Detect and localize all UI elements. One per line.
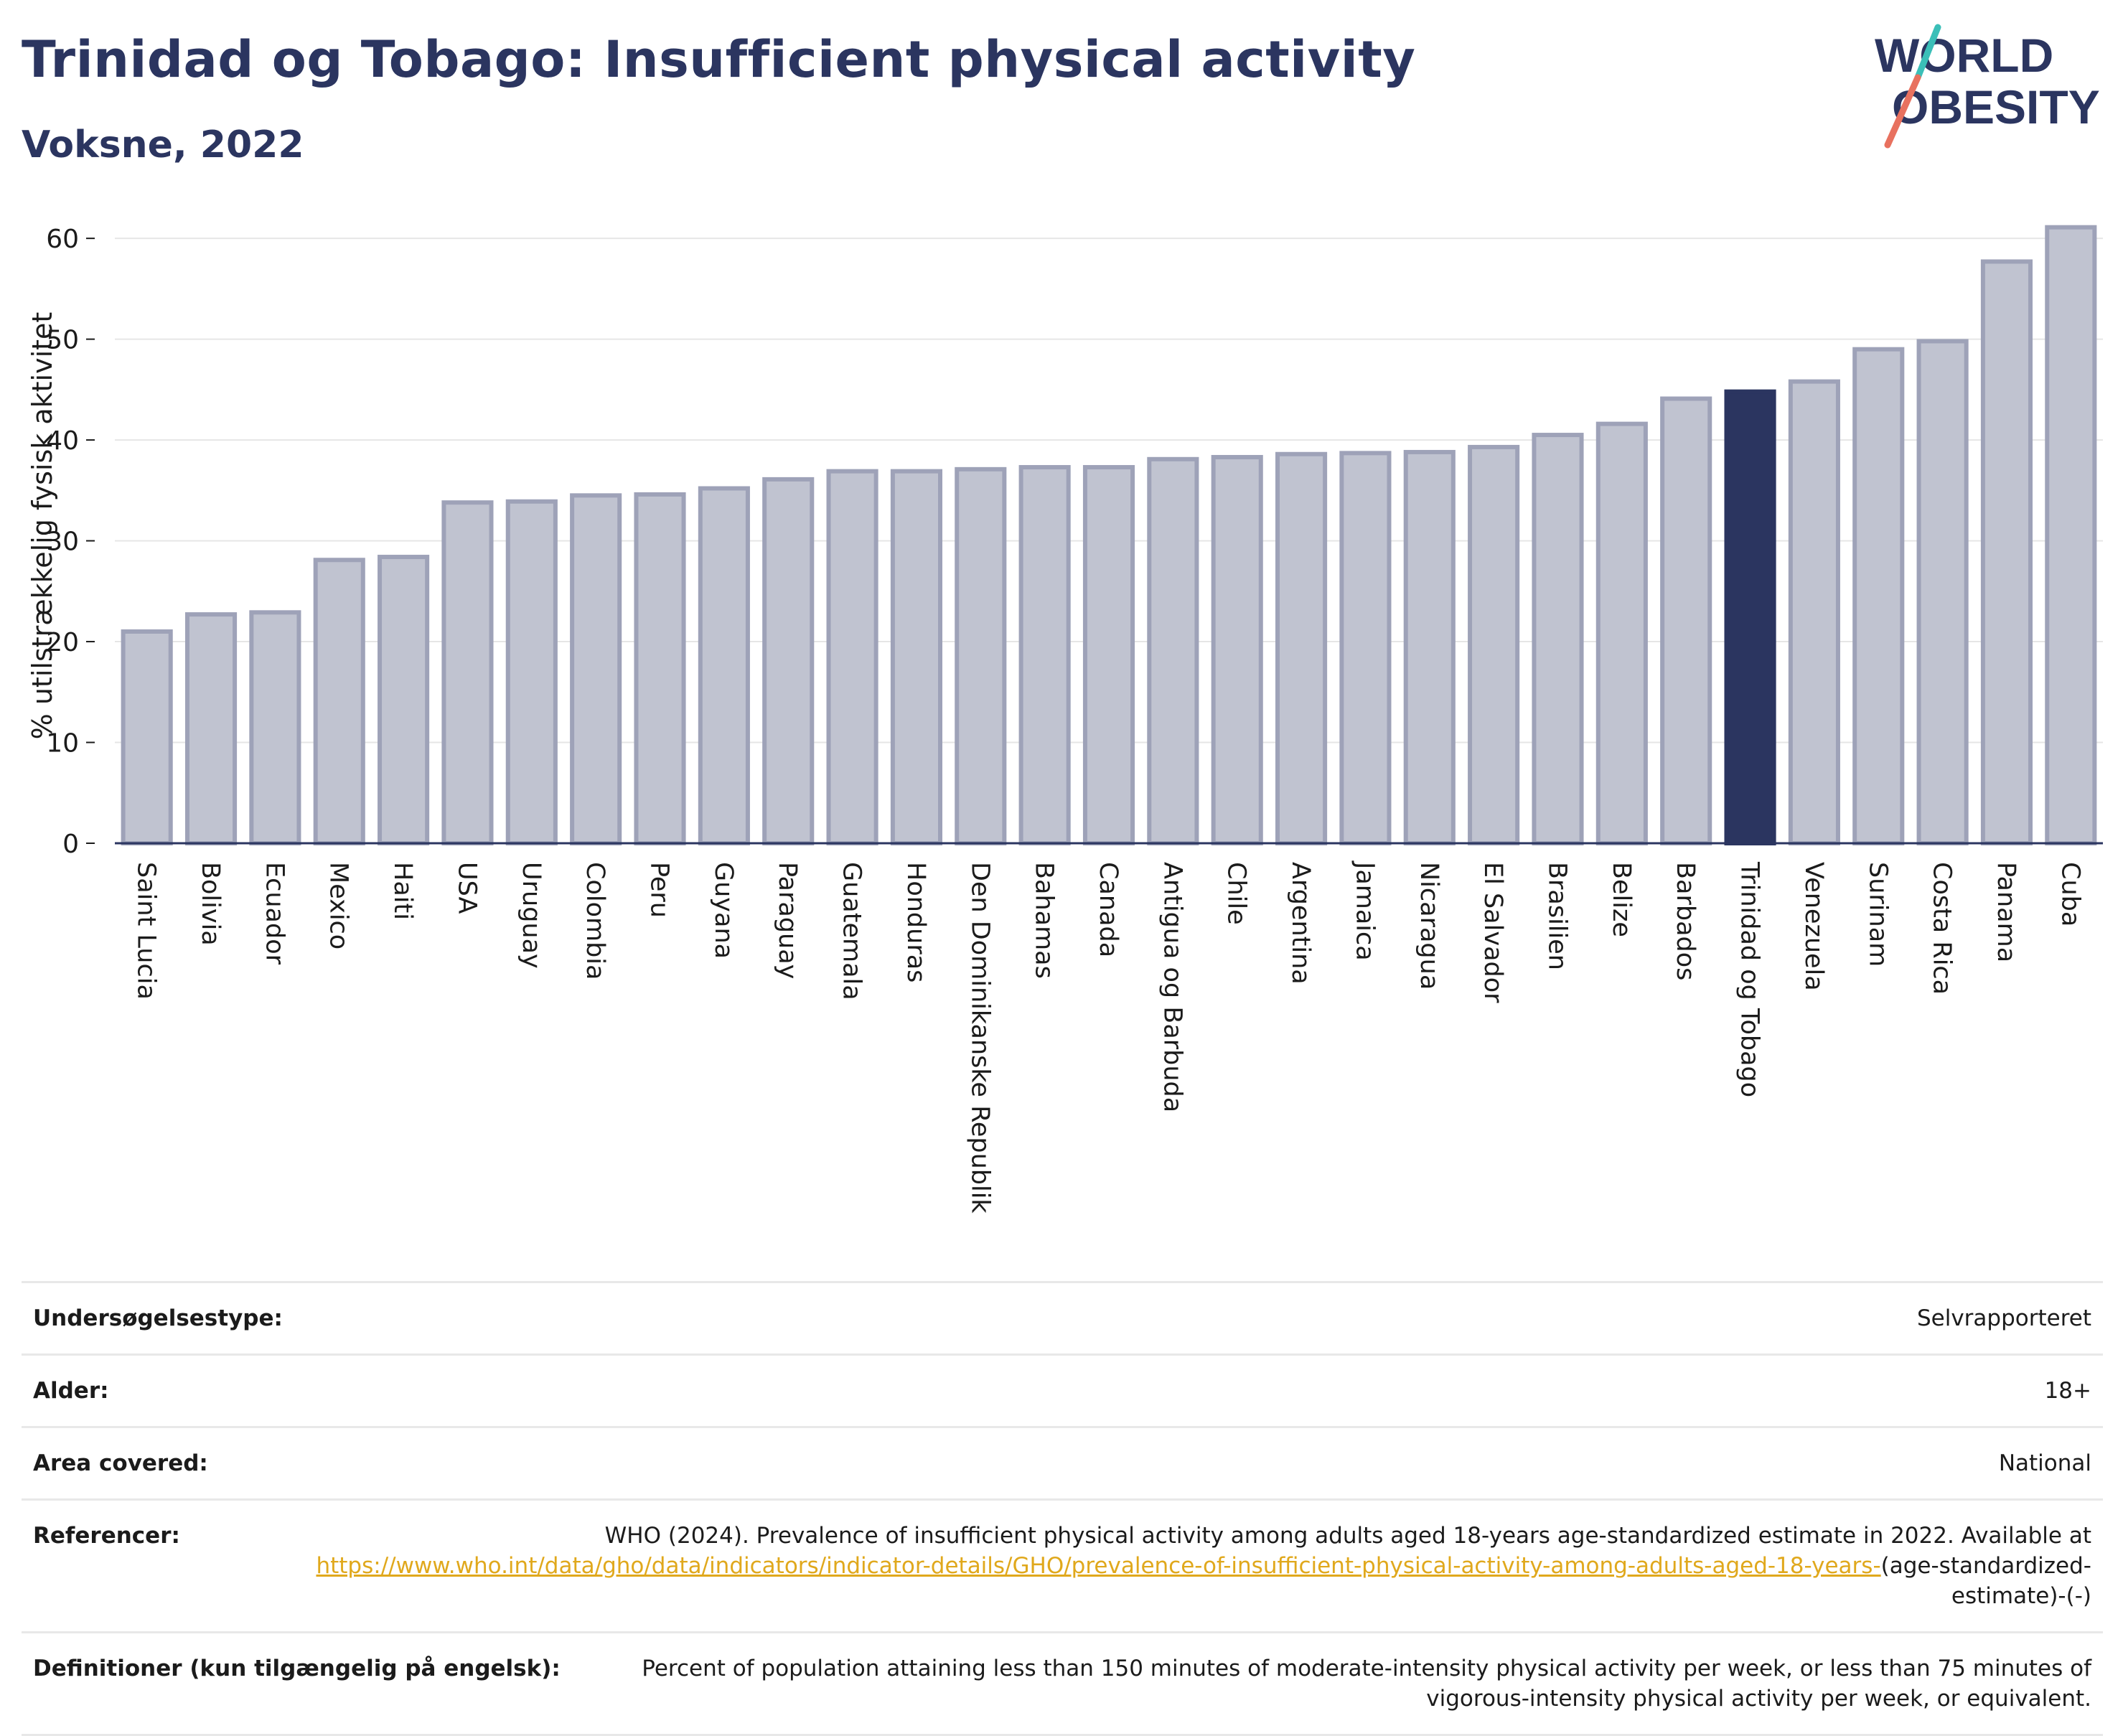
x-tick-label: Costa Rica xyxy=(1928,862,1956,995)
bar-uruguay xyxy=(505,499,558,845)
meta-row-age: Alder: 18+ xyxy=(22,1353,2103,1426)
x-tick-label: El Salvador xyxy=(1478,862,1507,1003)
y-tick-label: 40 xyxy=(46,426,79,456)
references-text: WHO (2024). Prevalence of insufficient p… xyxy=(604,1523,2091,1549)
meta-row-area: Area covered: National xyxy=(22,1426,2103,1498)
x-tick-label: Brasilien xyxy=(1542,862,1571,970)
y-tick-label: 50 xyxy=(46,326,79,355)
x-tick-label: Haiti xyxy=(388,862,417,920)
x-tick-label: Ecuador xyxy=(260,862,289,965)
bar-surinam xyxy=(1852,347,1905,845)
survey-type-value: Selvrapporteret xyxy=(1916,1305,2091,1331)
x-tick-label: Mexico xyxy=(324,862,353,949)
bar-costa-rica xyxy=(1916,339,1969,845)
x-tick-label: Nicaragua xyxy=(1415,862,1443,990)
page-subtitle: Voksne, 2022 xyxy=(22,123,304,166)
references-label: Referencer: xyxy=(33,1523,180,1549)
x-tick-label: Surinam xyxy=(1863,862,1892,967)
y-tick-label: 0 xyxy=(62,830,79,859)
x-tick-label: Den Dominikanske Republik xyxy=(965,862,994,1214)
page-title: Trinidad og Tobago: Insufficient physica… xyxy=(22,30,1416,89)
metadata-table: Undersøgelsestype: Selvrapporteret Alder… xyxy=(22,1281,2103,1736)
definitions-label: Definitioner (kun tilgængelig på engelsk… xyxy=(33,1656,561,1681)
bar-bolivia xyxy=(184,612,238,845)
x-tick-label: USA xyxy=(452,862,481,914)
y-tick-label: 10 xyxy=(46,729,79,759)
x-tick-label: Peru xyxy=(645,862,674,918)
bar-canada xyxy=(1082,465,1135,845)
world-obesity-logo: WORLD OBESITY xyxy=(1875,24,2100,149)
bar-brasilien xyxy=(1532,433,1584,846)
bar-nicaragua xyxy=(1403,449,1456,845)
bar-usa xyxy=(441,500,494,845)
y-axis-label: % utilstrækkelig fysisk aktivitet xyxy=(27,312,58,740)
x-tick-label: Barbados xyxy=(1671,862,1700,980)
bar-barbados xyxy=(1660,396,1712,845)
meta-row-survey: Undersøgelsestype: Selvrapporteret xyxy=(22,1281,2103,1353)
logo-slash-teal xyxy=(1914,24,1941,81)
bar-saint-lucia xyxy=(121,629,173,845)
x-tick-label: Belize xyxy=(1607,862,1636,937)
logo-slash-coral xyxy=(1884,74,1921,149)
references-suffix: (age-standardized-estimate)-(-) xyxy=(1880,1553,2091,1609)
definitions-value: Percent of population attaining less tha… xyxy=(642,1656,2091,1712)
age-label: Alder: xyxy=(33,1378,109,1404)
bar-jamaica xyxy=(1339,451,1392,846)
x-tick-label: Bolivia xyxy=(196,862,225,946)
survey-type-label: Undersøgelsestype: xyxy=(33,1305,283,1331)
x-tick-label: Saint Lucia xyxy=(132,862,161,1000)
x-tick-label: Trinidad og Tobago xyxy=(1735,861,1764,1097)
x-tick-label: Chile xyxy=(1222,862,1251,925)
bars xyxy=(121,225,2097,846)
bar-peru xyxy=(634,492,686,845)
x-tick-label: Canada xyxy=(1094,862,1123,957)
bar-trinidad-og-tobago xyxy=(1724,389,1776,845)
x-tick-label: Venezuela xyxy=(1799,862,1828,991)
bar-chart: 0 10 20 30 40 50 60 Saint Lucia Bolivia Ecuador Me… xyxy=(27,225,2103,1214)
x-tick-label: Guatemala xyxy=(838,862,866,1000)
bar-el-salvador xyxy=(1468,444,1520,845)
bar-guatemala xyxy=(826,469,878,845)
references-link[interactable]: https://www.who.int/data/gho/data/indica… xyxy=(316,1553,1881,1579)
x-tick-label: Guyana xyxy=(709,862,738,959)
x-tick-label: Honduras xyxy=(901,862,930,982)
x-tick-label: Cuba xyxy=(2056,862,2084,926)
bar-bahamas xyxy=(1018,465,1071,845)
bar-venezuela xyxy=(1788,379,1840,846)
area-value: National xyxy=(1998,1450,2091,1476)
bar-colombia xyxy=(570,493,622,845)
bar-haiti xyxy=(378,555,430,845)
bar-mexico xyxy=(313,558,365,845)
bar-honduras xyxy=(890,469,942,845)
axes: 0 10 20 30 40 50 60 Saint Lucia Bolivia Ecuador Me… xyxy=(46,225,2103,1214)
references-value: WHO (2024). Prevalence of insufficient p… xyxy=(223,1521,2091,1611)
x-tick-label: Uruguay xyxy=(517,862,545,969)
logo-word-obesity: OBESITY xyxy=(1892,80,2100,133)
bar-panama xyxy=(1980,259,2033,845)
x-tick-label: Bahamas xyxy=(1030,862,1059,979)
age-value: 18+ xyxy=(2044,1378,2091,1404)
bar-guyana xyxy=(698,486,750,845)
bar-den-dominikanske-republik xyxy=(955,466,1007,846)
bar-chile xyxy=(1211,454,1263,845)
x-tick-label: Colombia xyxy=(581,862,609,980)
logo-word-world: WORLD xyxy=(1875,29,2053,82)
bar-ecuador xyxy=(249,610,301,845)
y-tick-label: 60 xyxy=(46,225,79,254)
x-tick-label: Argentina xyxy=(1286,862,1315,985)
x-tick-label: Paraguay xyxy=(773,862,802,979)
y-tick-label: 20 xyxy=(46,628,79,657)
y-tick-label: 30 xyxy=(46,527,79,557)
meta-row-definitions: Definitioner (kun tilgængelig på engelsk… xyxy=(22,1631,2103,1736)
x-tick-label: Antigua og Barbuda xyxy=(1158,862,1186,1112)
meta-row-references: Referencer: WHO (2024). Prevalence of in… xyxy=(22,1498,2103,1631)
area-label: Area covered: xyxy=(33,1450,208,1476)
bar-cuba xyxy=(2045,225,2097,845)
bar-argentina xyxy=(1275,451,1328,845)
x-tick-label: Panama xyxy=(1992,862,2020,962)
bar-paraguay xyxy=(762,477,815,845)
bar-belize xyxy=(1595,421,1648,846)
bar-antigua-og-barbuda xyxy=(1147,456,1199,845)
x-tick-label: Jamaica xyxy=(1350,860,1379,961)
